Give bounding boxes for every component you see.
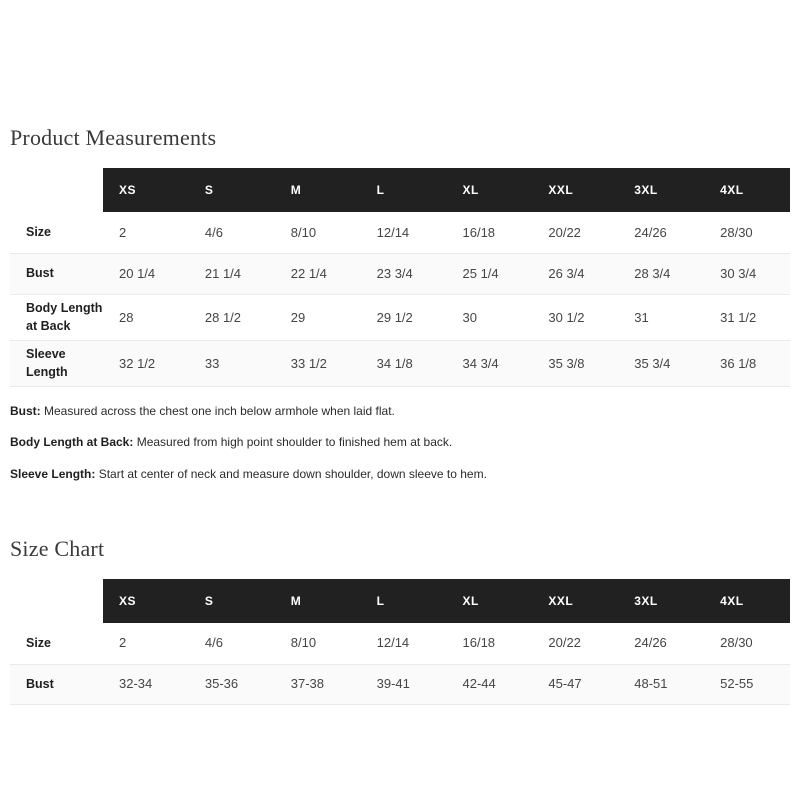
table-cell: 21 1/4 — [204, 266, 242, 282]
table-cell: 28/30 — [720, 635, 753, 651]
table-cell: 35 3/8 — [548, 355, 585, 371]
note-label: Body Length at Back: — [10, 435, 134, 450]
table-cell: 45-47 — [548, 676, 582, 692]
size-chart-table: XS S M L XL XXL 3XL 4XL Size 2 4/6 8/10 … — [10, 578, 790, 705]
table-cell: 36 1/8 — [720, 355, 757, 371]
table-cell: 32-34 — [119, 676, 153, 692]
table-cell: 42-44 — [462, 676, 496, 692]
table-cell: 32 1/2 — [119, 355, 156, 371]
table-cell: 16/18 — [462, 635, 496, 651]
table-cell: 12/14 — [376, 224, 410, 240]
table-cell: 35 3/4 — [634, 355, 671, 371]
column-header: 4XL — [704, 578, 790, 623]
table-cell: 23 3/4 — [376, 266, 413, 282]
table-cell: 33 — [204, 355, 220, 371]
column-header: XS — [103, 168, 189, 213]
row-label: Body Length at Back — [26, 301, 103, 333]
table-cell: 8/10 — [290, 224, 317, 240]
column-header: XL — [446, 168, 533, 213]
column-header: XXL — [532, 168, 619, 213]
table-row: Bust 20 1/4 21 1/4 22 1/4 23 3/4 25 1/4 … — [10, 253, 790, 295]
table-cell: 31 1/2 — [720, 309, 757, 325]
table-cell: 4/6 — [204, 224, 223, 240]
row-label: Bust — [26, 676, 54, 691]
table-cell: 2 — [119, 635, 127, 651]
table-cell: 20/22 — [548, 224, 581, 240]
column-header: S — [188, 168, 275, 213]
table-cell: 31 — [634, 309, 649, 325]
table-cell: 12/14 — [376, 635, 410, 651]
measurement-notes: Bust: Measured across the chest one inch… — [10, 403, 790, 482]
note-label: Bust: — [10, 404, 41, 419]
product-measurements-title: Product Measurements — [10, 125, 217, 150]
table-cell: 30 3/4 — [720, 266, 757, 282]
column-header: S — [188, 578, 275, 623]
table-cell: 24/26 — [634, 224, 667, 240]
table-header-row: XS S M L XL XXL 3XL 4XL — [10, 168, 790, 213]
table-cell: 2 — [119, 224, 127, 240]
table-cell: 29 — [290, 309, 306, 325]
column-header: M — [274, 168, 361, 213]
table-row: Bust 32-34 35-36 37-38 39-41 42-44 45-47… — [10, 663, 790, 705]
table-cell: 16/18 — [462, 224, 496, 240]
table-cell: 22 1/4 — [290, 266, 327, 282]
column-header: 3XL — [618, 578, 705, 623]
table-cell: 24/26 — [634, 635, 667, 651]
column-header: M — [274, 578, 361, 623]
table-row: Sleeve Length 32 1/2 33 33 1/2 34 1/8 34… — [10, 340, 790, 388]
row-label: Size — [26, 635, 52, 650]
table-cell: 34 3/4 — [462, 355, 499, 371]
table-cell: 52-55 — [720, 676, 754, 692]
header-label-spacer — [10, 168, 103, 212]
table-cell: 26 3/4 — [548, 266, 585, 282]
note-bust: Bust: Measured across the chest one inch… — [10, 403, 790, 419]
column-header: 4XL — [704, 168, 790, 213]
table-cell: 4/6 — [204, 635, 223, 651]
column-header: L — [360, 578, 447, 623]
note-text: Start at center of neck and measure down… — [98, 466, 487, 481]
table-row: Size 2 4/6 8/10 12/14 16/18 20/22 24/26 … — [10, 623, 790, 664]
table-row: Body Length at Back 28 28 1/2 29 29 1/2 … — [10, 294, 790, 340]
table-cell: 37-38 — [290, 676, 324, 692]
product-measurements-table: XS S M L XL XXL 3XL 4XL Size 2 4/6 8/10 … — [10, 168, 790, 388]
column-header: L — [360, 168, 447, 213]
table-cell: 33 1/2 — [290, 355, 327, 371]
table-cell: 48-51 — [634, 676, 668, 692]
table-cell: 8/10 — [290, 635, 317, 651]
column-header: XXL — [532, 578, 619, 623]
table-cell: 34 1/8 — [376, 355, 413, 371]
column-header: XS — [103, 578, 189, 623]
table-cell: 28 3/4 — [634, 266, 671, 282]
note-text: Measured from high point shoulder to fin… — [136, 435, 453, 450]
column-header: 3XL — [618, 168, 705, 213]
row-label: Bust — [26, 266, 54, 281]
table-cell: 30 1/2 — [548, 309, 585, 325]
table-cell: 35-36 — [204, 676, 239, 692]
table-cell: 28 — [119, 309, 134, 325]
table-cell: 25 1/4 — [462, 266, 499, 282]
size-chart-title: Size Chart — [10, 535, 105, 561]
table-cell: 39-41 — [376, 676, 410, 692]
column-header: XL — [446, 578, 533, 623]
row-label: Size — [26, 224, 52, 239]
note-text: Measured across the chest one inch below… — [44, 404, 395, 419]
note-body-length: Body Length at Back: Measured from high … — [10, 434, 790, 450]
table-cell: 28/30 — [720, 224, 753, 240]
table-cell: 20/22 — [548, 635, 581, 651]
row-label: Sleeve Length — [26, 347, 68, 379]
header-label-spacer — [10, 579, 103, 623]
table-cell: 28 1/2 — [204, 309, 242, 325]
table-cell: 30 — [462, 309, 477, 325]
note-label: Sleeve Length: — [10, 466, 96, 481]
table-header-row: XS S M L XL XXL 3XL 4XL — [10, 578, 790, 623]
table-row: Size 2 4/6 8/10 12/14 16/18 20/22 24/26 … — [10, 212, 790, 253]
table-cell: 29 1/2 — [376, 309, 413, 325]
table-cell: 20 1/4 — [119, 266, 156, 282]
note-sleeve-length: Sleeve Length: Start at center of neck a… — [10, 466, 790, 482]
